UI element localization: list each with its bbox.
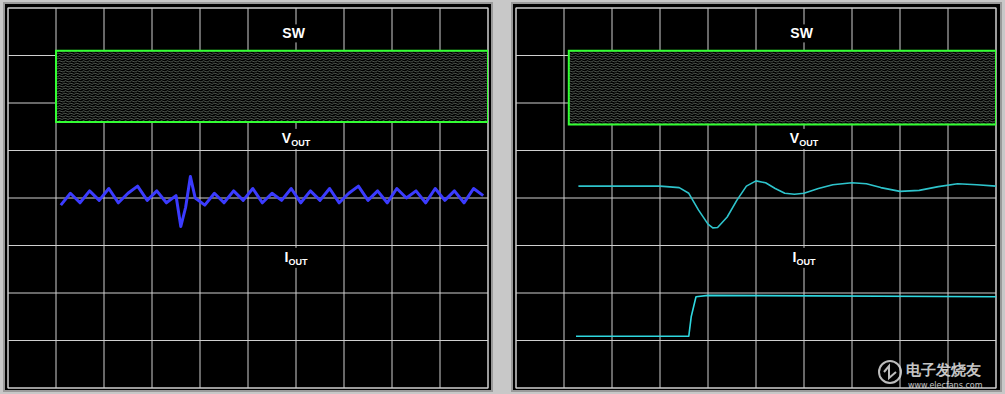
grid-line-y <box>516 245 996 246</box>
grid-line-y <box>516 340 996 341</box>
grid-line-y <box>8 150 488 151</box>
trace-label: VOUT <box>790 130 819 148</box>
trace-label: VOUT <box>282 130 311 148</box>
watermark: 电子发烧友 www.elecfans.com <box>879 361 983 390</box>
panel-background <box>512 3 1001 391</box>
trace-label-sub: OUT <box>799 138 819 148</box>
grid-line-y <box>8 245 488 246</box>
label-background <box>784 24 819 42</box>
trace-line <box>61 177 483 227</box>
trace-label-main: SW <box>790 25 813 41</box>
watermark-logo-mark <box>884 366 896 378</box>
panel-background <box>4 3 492 391</box>
scope-panel: SW VOUT IOUT <box>4 3 492 391</box>
grid-line-y <box>8 340 488 341</box>
traces <box>569 51 996 336</box>
grid-line-y <box>8 198 488 199</box>
trace-label-sub: OUT <box>291 138 311 148</box>
watermark-text: 电子发烧友 <box>906 361 981 379</box>
label-background <box>276 129 317 149</box>
plot-frame <box>516 8 996 388</box>
label-background <box>784 129 825 149</box>
grid-line-y <box>516 198 996 199</box>
grid-line-y <box>516 150 996 151</box>
sw-band <box>56 51 488 122</box>
label-background <box>787 248 822 268</box>
trace-line <box>576 295 996 336</box>
trace-label-sub: OUT <box>288 257 308 267</box>
grid-line-y <box>516 293 996 294</box>
trace-label: IOUT <box>793 249 816 267</box>
label-background <box>279 248 314 268</box>
trace-label: IOUT <box>285 249 308 267</box>
watermark-logo <box>879 361 901 383</box>
trace-label: SW <box>282 25 305 41</box>
sw-band <box>569 51 996 125</box>
scope-panel: SW VOUT IOUT <box>512 3 1001 391</box>
traces <box>56 51 488 227</box>
watermark-url: www.elecfans.com <box>908 381 983 390</box>
trace-line <box>578 181 996 228</box>
scope-screens: SW VOUT IOUT SW VOUT IOUT 电子发烧友 www.elecfans.co… <box>0 0 1005 394</box>
label-background <box>276 24 311 42</box>
trace-label: SW <box>790 25 813 41</box>
grid-line-y <box>8 293 488 294</box>
trace-label-main: SW <box>282 25 305 41</box>
plot-frame <box>8 8 488 388</box>
trace-label-sub: OUT <box>796 257 816 267</box>
